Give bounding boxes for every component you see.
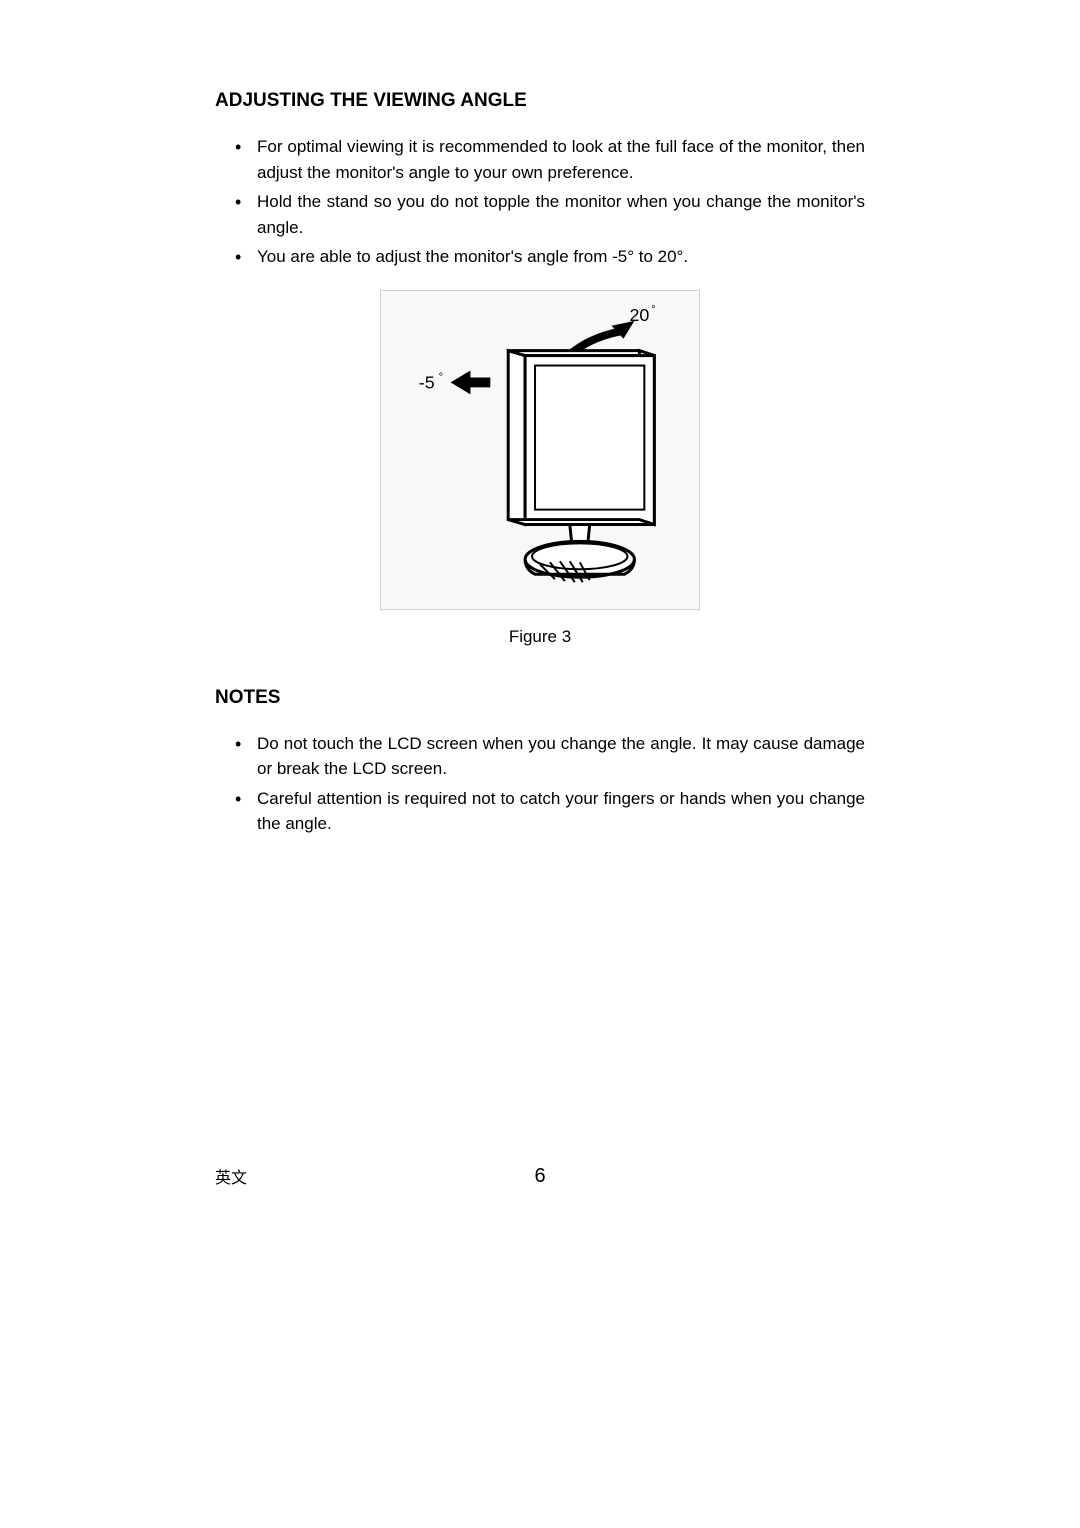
page-footer: 英文 6	[215, 1164, 865, 1188]
list-item: Careful attention is required not to cat…	[235, 786, 865, 837]
list-item: Hold the stand so you do not topple the …	[235, 189, 865, 240]
bullet-list-notes: Do not touch the LCD screen when you cha…	[215, 731, 865, 837]
figure-container: 20 ° -5 °	[215, 290, 865, 647]
list-item: For optimal viewing it is recommended to…	[235, 134, 865, 185]
section-heading-adjusting: ADJUSTING THE VIEWING ANGLE	[215, 90, 865, 112]
list-item: You are able to adjust the monitor's ang…	[235, 244, 865, 270]
list-item: Do not touch the LCD screen when you cha…	[235, 731, 865, 782]
figure-caption: Figure 3	[215, 627, 865, 647]
footer-language-label: 英文	[215, 1164, 247, 1188]
angle-5-label: -5	[419, 372, 435, 392]
page-content: ADJUSTING THE VIEWING ANGLE For optimal …	[0, 0, 1080, 837]
angle-5-degree: °	[439, 371, 443, 383]
page-number: 6	[534, 1165, 545, 1188]
bullet-list-adjusting: For optimal viewing it is recommended to…	[215, 134, 865, 270]
angle-20-degree: °	[651, 303, 655, 315]
section-heading-notes: NOTES	[215, 687, 865, 709]
monitor-angle-diagram: 20 ° -5 °	[380, 290, 700, 610]
